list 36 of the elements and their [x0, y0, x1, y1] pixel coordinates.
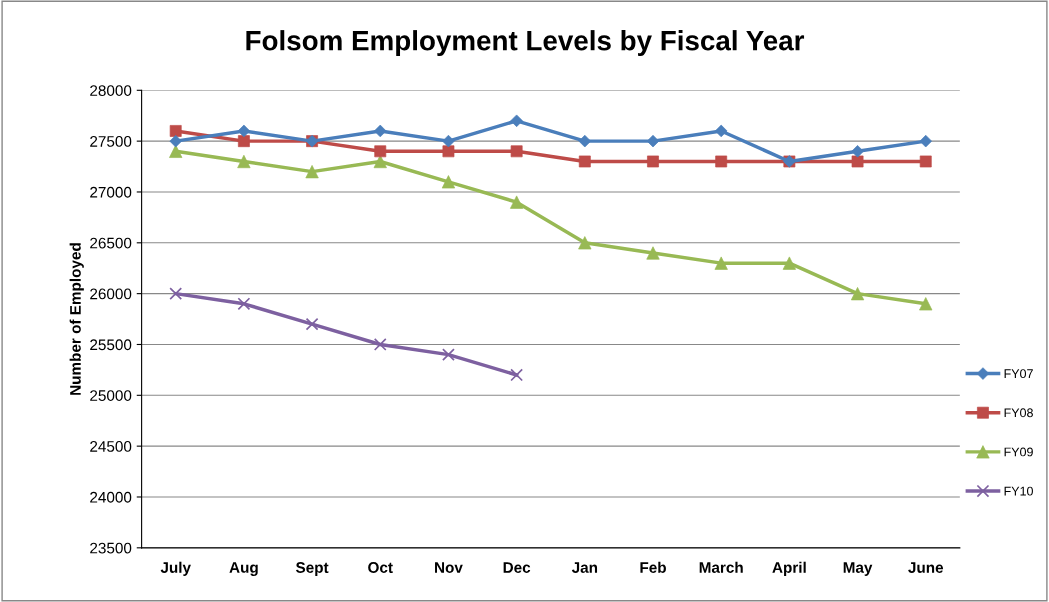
y-tick-label: 28000 — [90, 85, 132, 96]
x-tick-label: Jan — [571, 562, 598, 573]
point — [237, 297, 251, 311]
y-tick-label: 25000 — [90, 390, 132, 401]
y-tick-label: 27000 — [90, 186, 132, 198]
y-axis-title: Number of Employed — [69, 243, 84, 395]
x-tick-label: Feb — [640, 561, 666, 573]
point — [442, 348, 455, 362]
point — [373, 338, 387, 351]
legend-label: FY10 — [1004, 486, 1033, 496]
x-tick-label: June — [908, 562, 944, 573]
y-tick-label: 27500 — [90, 136, 132, 147]
point — [169, 287, 183, 301]
x-tick-label: March — [699, 561, 743, 573]
y-tick-label: 23500 — [90, 542, 132, 554]
y-tick-label: 24000 — [90, 491, 132, 503]
y-tick-label: 24500 — [90, 441, 132, 452]
x-tick-label: Dec — [503, 562, 531, 573]
y-tick-label: 25500 — [90, 339, 132, 351]
x-tick-label: Sept — [295, 562, 329, 576]
x-tick-label: Oct — [368, 562, 393, 573]
point — [305, 317, 319, 331]
x-tick-label: Aug — [229, 562, 258, 576]
y-tick-label: 26000 — [90, 288, 132, 300]
point — [169, 125, 182, 137]
x-tick-label: July — [160, 561, 191, 576]
legend-label: FY09 — [1004, 447, 1033, 457]
x-tick-label: May — [843, 562, 873, 576]
point — [510, 368, 524, 382]
point — [850, 287, 865, 301]
legend-label: FY08 — [1004, 408, 1033, 418]
chart-title: Folsom Employment Levels by Fiscal Year — [246, 30, 805, 56]
x-tick-label: April — [772, 561, 806, 576]
y-tick-label: 26500 — [90, 237, 132, 249]
legend-label: FY07 — [1004, 369, 1033, 379]
x-tick-label: Nov — [435, 562, 463, 573]
